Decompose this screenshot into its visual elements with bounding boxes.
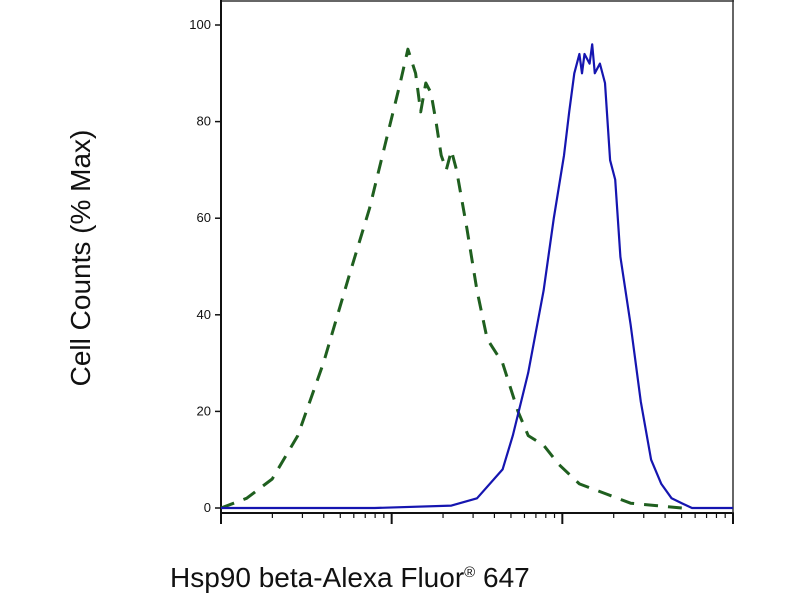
x-axis-title-main: Hsp90 beta-Alexa Fluor: [170, 562, 465, 593]
x-axis-title: Hsp90 beta-Alexa Fluor® 647: [170, 562, 530, 594]
y-tick-label-40: 40: [197, 307, 211, 322]
series-line-2-solid: [221, 43, 733, 510]
series-layer: [220, 43, 733, 510]
y-tick-label-100: 100: [189, 17, 211, 32]
y-tick-label-20: 20: [197, 403, 211, 418]
registered-mark: ®: [464, 564, 476, 581]
x-axis-title-tail: 647: [475, 562, 530, 593]
x-axis-ticks: [220, 513, 734, 524]
y-tick-label-60: 60: [197, 210, 211, 225]
plot-area: [220, 0, 734, 514]
series-line-1-dashed: [220, 47, 682, 510]
y-axis-title: Cell Counts (% Max): [65, 130, 96, 387]
y-axis-ticks: 0 20 40 60 80 100: [189, 17, 221, 515]
y-tick-label-0: 0: [204, 500, 211, 515]
y-tick-label-80: 80: [197, 114, 211, 129]
